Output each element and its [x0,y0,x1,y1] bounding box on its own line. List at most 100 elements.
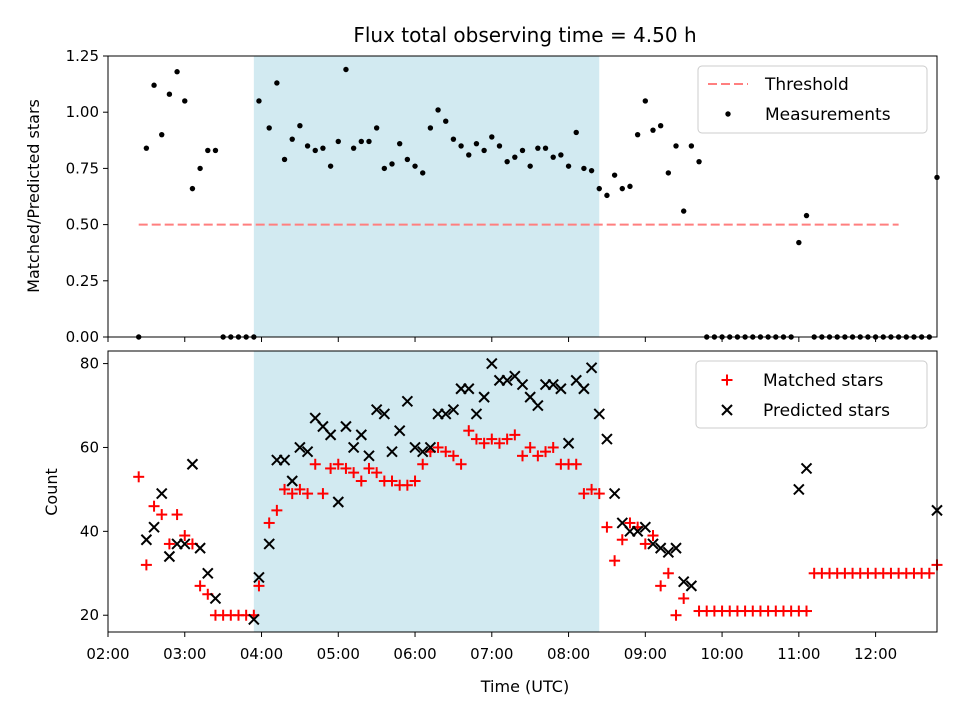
matched-star-point [133,471,145,483]
predicted-star-point [401,395,414,408]
measurement-point [665,170,672,176]
predicted-star-point [639,521,652,533]
legend-matched-label: Matched stars [763,371,883,391]
predicted-star-point [156,487,168,500]
predicted-star-point [440,408,452,420]
matched-star-point [540,446,552,458]
measurement-point [197,165,203,172]
predicted-star-point [478,391,490,403]
chart-title: Flux total observing time = 4.50 h [353,23,696,47]
predicted-star-point [148,521,160,533]
matched-star-point [156,509,168,521]
measurement-point [412,163,418,169]
predicted-star-point [209,592,222,605]
measurement-point [320,145,326,151]
matched-star-point [355,475,367,487]
predicted-star-point [654,542,667,554]
top-legend: Threshold Measurements [697,65,928,134]
y-tick-label: 0.75 [66,159,99,177]
predicted-star-point [585,362,598,374]
measurement-point [297,122,303,129]
predicted-star-point [685,580,698,592]
matched-star-point [171,509,183,521]
measurement-point [627,183,633,190]
measurement-point [519,147,526,154]
predicted-star-point [486,357,498,370]
matched-star-point [279,483,291,495]
matched-star-point [332,458,344,470]
matched-star-point [493,437,505,449]
y-tick-label: 0.00 [66,328,99,346]
predicted-star-point [516,378,529,391]
observing-interval-shade [253,56,600,337]
legend-measurement-label: Measurements [765,105,891,125]
matched-star-point [194,580,206,592]
predicted-star-point [501,374,513,387]
predicted-star-point [555,383,567,395]
measurement-point [312,147,318,154]
measurement-point [596,185,602,192]
matched-star-point [586,483,598,495]
predicted-star-point [409,441,421,454]
matched-star-point [524,441,536,453]
measurement-point [212,147,219,154]
measurement-point [443,118,449,124]
legend-threshold-label: Threshold [764,75,849,95]
matched-star-point [517,450,528,462]
predicted-star-point [301,445,314,458]
matched-star-point [348,467,360,479]
x-tick-label: 02:00 [86,645,129,663]
predicted-star-point [324,429,337,441]
x-tick-label: 11:00 [777,645,820,663]
legend-box [695,360,928,429]
x-tick-label: 07:00 [470,645,513,663]
y-tick-label: 60 [80,438,99,456]
matched-star-point [363,462,375,474]
y-tick-label: 20 [80,606,99,624]
predicted-star-point [631,525,644,538]
matched-star-point [670,609,682,621]
predicted-star-point [800,462,813,475]
predicted-star-point [163,550,176,563]
x-tick-label: 03:00 [163,645,206,663]
matched-star-point [340,462,352,474]
matched-star-point [578,488,590,500]
y-tick-label: 80 [80,355,99,373]
measurement-point [166,91,173,97]
measurement-point [389,161,395,167]
predicted-star-point [248,613,260,626]
measurement-point [174,69,180,75]
measurement-point [796,239,802,246]
measurement-point [358,138,365,145]
legend-matched-swatch [721,374,733,386]
x-tick-label: 04:00 [240,645,283,663]
measurement-point [427,125,434,131]
predicted-star-point [253,571,265,584]
bottom-legend: Matched stars Predicted stars [695,360,928,429]
predicted-star-point [179,538,191,550]
predicted-star-point [194,542,206,554]
legend-box [697,65,928,134]
predicted-star-point [378,408,391,420]
predicted-star-point [593,408,605,420]
matched-star-point [532,450,544,462]
matched-star-point [463,425,475,437]
measurement-point [159,131,165,138]
y-tick-label: 1.00 [66,103,99,121]
measurement-point [558,152,564,158]
measurement-point [688,143,695,149]
measurement-point [304,143,311,149]
matched-star-point [624,517,636,529]
measurement-point [350,145,357,151]
measurement-point [450,136,457,142]
measurement-point [327,163,334,169]
predicted-star-point [202,567,214,579]
x-tick-label: 06:00 [393,645,436,663]
matched-star-point [609,555,621,567]
bottom-panel: 20 40 60 80 02:00 03:00 04:00 05:00 06:00 07:00 08… [80,350,943,663]
predicted-star-point [578,383,590,395]
bottom-y-axis-label: Count [42,468,61,516]
x-tick-label: 09:00 [624,645,667,663]
measurement-point [642,98,649,104]
matched-star-point [601,521,613,533]
